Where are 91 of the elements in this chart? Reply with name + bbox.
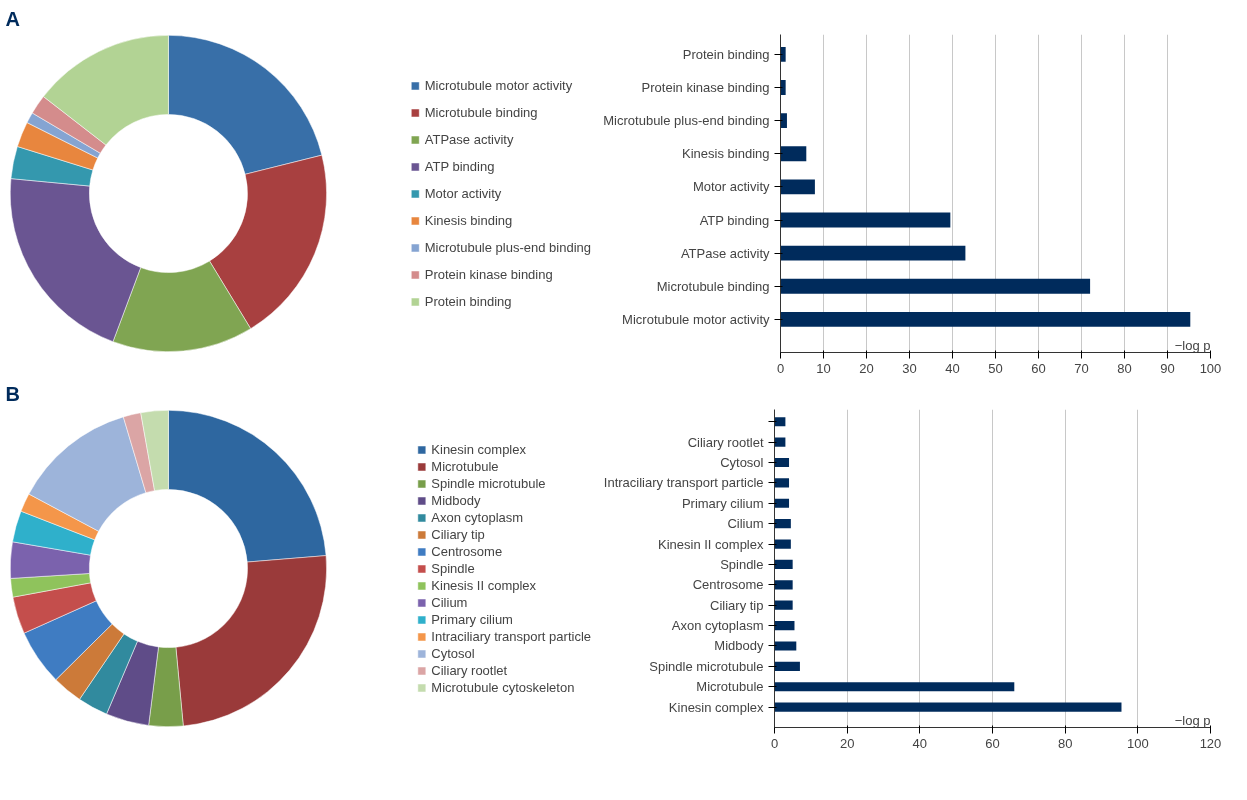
bar: [780, 46, 786, 62]
y-tick-label: Microtubule binding: [656, 278, 770, 294]
x-tick-label: 100: [1126, 735, 1149, 751]
y-tick-label: ATP binding: [699, 212, 770, 228]
x-tick-label: 60: [1031, 360, 1046, 376]
legend-label: Microtubule: [431, 458, 499, 474]
y-tick-label: Ciliary tip: [710, 597, 764, 613]
x-tick-label: 70: [1074, 360, 1089, 376]
x-tick-label: 90: [1160, 360, 1175, 376]
y-tick-label: Spindle microtubule: [649, 658, 764, 674]
y-tick-label: Intraciliary transport particle: [603, 475, 764, 491]
bar: [780, 146, 807, 162]
legend-label: Axon cytoplasm: [431, 509, 524, 525]
x-tick-label: 20: [839, 735, 855, 751]
x-tick-label: 0: [770, 735, 779, 751]
bar: [774, 661, 800, 671]
bar: [774, 478, 790, 488]
y-tick-label: Midbody: [714, 638, 764, 654]
x-tick-label: 0: [776, 360, 785, 376]
legend-label: Centrosome: [431, 543, 503, 559]
y-tick-label: Kinesin II complex: [658, 536, 764, 552]
bar: [774, 580, 793, 590]
chart-title: A: [5, 7, 20, 30]
x-tick-label: 80: [1117, 360, 1132, 376]
y-tick-label: Protein kinase binding: [641, 80, 770, 95]
x-tick-label: 10: [816, 360, 831, 376]
bar: [774, 620, 795, 631]
y-tick-label: Cytosol: [720, 455, 764, 470]
x-tick-label: 40: [945, 360, 960, 376]
legend-label: Spindle: [431, 560, 475, 576]
x-tick-label: 80: [1057, 735, 1073, 751]
legend-label: Microtubule motor activity: [424, 77, 573, 93]
y-tick-label: Ciliary rootlet: [687, 434, 764, 450]
y-tick-label: Protein binding: [682, 46, 770, 62]
bar: [780, 278, 1091, 294]
y-tick-label: Microtubule plus-end binding: [603, 113, 770, 129]
y-tick-label: ATPase activity: [680, 245, 770, 261]
x-tick-label: 60: [985, 735, 1000, 751]
legend-label: Cytosol: [431, 645, 475, 661]
bar: [780, 80, 786, 95]
legend-label: ATP binding: [424, 158, 495, 174]
x-tick-label: 20: [859, 360, 874, 376]
bar: [774, 519, 791, 529]
legend-label: Spindle microtubule: [431, 475, 546, 491]
bar: [774, 600, 793, 610]
y-tick-label: Axon cytoplasm: [671, 618, 764, 634]
x-tick-label: 50: [988, 360, 1003, 376]
legend-label: Microtubule cytoskeleton: [431, 679, 575, 695]
legend-label: Protein kinase binding: [424, 266, 553, 282]
bar: [774, 457, 790, 468]
bar: [780, 245, 966, 261]
y-tick-label: Motor activity: [692, 179, 770, 195]
x-tick-label: 100: [1199, 360, 1222, 376]
y-tick-label: Microtubule: [696, 679, 764, 695]
bar: [774, 682, 1015, 692]
bar: [774, 559, 793, 570]
bar: [780, 179, 815, 195]
x-axis-title: −log p: [1174, 712, 1211, 728]
legend-label: Intraciliary transport particle: [431, 628, 591, 644]
bar: [780, 212, 951, 228]
bar: [774, 702, 1122, 712]
legend-label: Ciliary rootlet: [431, 662, 508, 678]
legend-label: Ciliary tip: [431, 526, 485, 542]
y-tick-label: Cilium: [727, 516, 764, 532]
y-tick-label: Centrosome: [692, 577, 764, 593]
legend-label: Kinesis II complex: [431, 577, 537, 593]
y-tick-label: Spindle: [720, 556, 764, 572]
bar: [774, 539, 791, 549]
bar: [774, 641, 797, 651]
legend-label: Kinesin complex: [431, 441, 526, 457]
x-axis-title: −log p: [1174, 337, 1211, 353]
y-tick-label: Primary cilium: [681, 495, 764, 511]
chart-title: B: [5, 382, 20, 405]
x-tick-label: 120: [1199, 735, 1222, 751]
legend-label: Kinesis binding: [424, 212, 513, 228]
legend-label: Cilium: [431, 594, 468, 610]
legend-label: Motor activity: [424, 185, 502, 201]
legend-label: Protein binding: [424, 293, 512, 309]
bar: [780, 311, 1191, 327]
y-tick-label: Microtubule motor activity: [622, 311, 770, 327]
bar: [780, 113, 787, 129]
y-tick-label: Kinesis binding: [682, 146, 770, 162]
legend-label: Microtubule binding: [424, 104, 538, 120]
legend-label: Microtubule plus-end binding: [424, 239, 591, 255]
bar: [774, 498, 790, 508]
x-tick-label: 40: [912, 735, 928, 751]
legend-label: Midbody: [431, 492, 481, 508]
x-tick-label: 30: [902, 360, 917, 376]
legend-label: ATPase activity: [424, 131, 514, 147]
legend-label: Primary cilium: [431, 611, 513, 627]
y-tick-label: Kinesin complex: [668, 699, 764, 715]
